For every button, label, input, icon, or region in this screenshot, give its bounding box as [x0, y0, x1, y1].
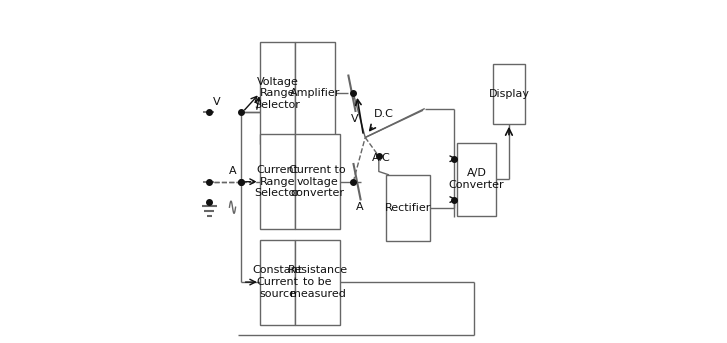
Text: A: A — [356, 202, 364, 212]
Text: A.C: A.C — [372, 153, 390, 163]
Text: D.C: D.C — [374, 109, 393, 119]
Bar — [295, 239, 340, 324]
Text: Rectifier: Rectifier — [385, 203, 431, 213]
Bar — [493, 64, 525, 124]
Text: A/D
Converter: A/D Converter — [449, 168, 505, 190]
Text: A: A — [229, 166, 236, 177]
Bar — [260, 134, 295, 229]
Text: Display: Display — [489, 89, 529, 99]
Text: Voltage
Range
Selector: Voltage Range Selector — [254, 76, 300, 110]
Bar — [457, 143, 497, 216]
Text: Amplifier: Amplifier — [290, 88, 340, 98]
Text: Resistance
to be
measured: Resistance to be measured — [287, 265, 348, 299]
Bar — [260, 42, 295, 144]
Text: V: V — [214, 97, 221, 107]
Text: Constant
Current
source: Constant Current source — [252, 265, 302, 299]
Text: Current
Range
Selector: Current Range Selector — [254, 165, 300, 198]
Bar — [295, 134, 340, 229]
Bar — [295, 42, 334, 144]
Bar — [260, 239, 295, 324]
Bar — [385, 175, 430, 241]
Text: Current to
voltage
converter: Current to voltage converter — [289, 165, 346, 198]
Text: V: V — [350, 114, 358, 124]
